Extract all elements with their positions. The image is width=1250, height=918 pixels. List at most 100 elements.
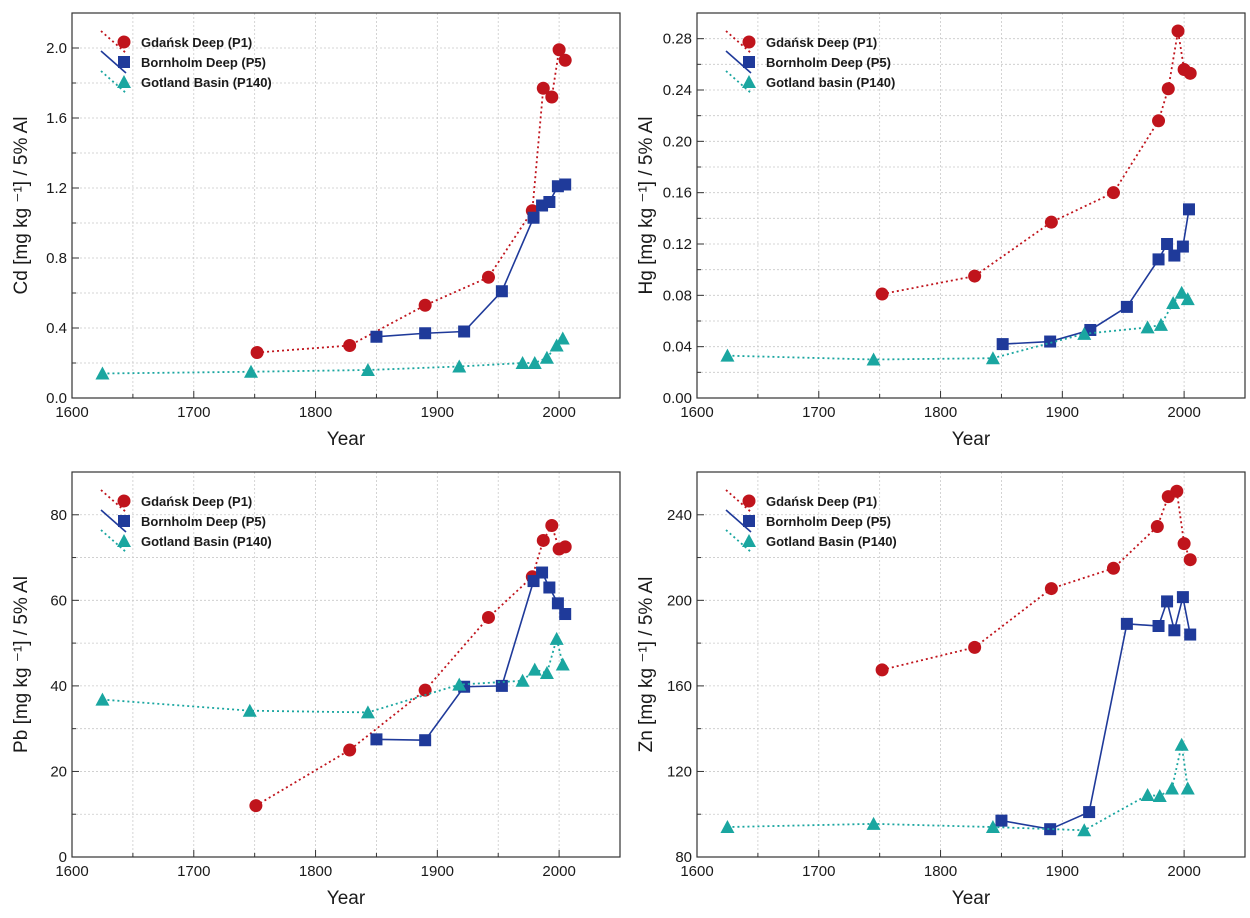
data-point-bornholm xyxy=(1120,300,1133,313)
chart-hg: 1600 1700 1800 1900 2000 Year 0.00 0.04 0.08 0.12… xyxy=(636,12,1246,450)
legend-marker-gdansk xyxy=(117,494,131,508)
y-tick-label: 240 xyxy=(667,507,692,524)
legend-label-gdansk: Gdańsk Deep (P1) xyxy=(141,494,252,509)
y-tick-label: 120 xyxy=(667,763,692,780)
legend-marker-gdansk xyxy=(742,494,756,508)
data-point-bornholm xyxy=(543,196,556,208)
plot-frame xyxy=(71,12,621,399)
data-point-gdansk xyxy=(1170,484,1184,498)
y-tick-label: 0.4 xyxy=(46,320,67,337)
legend-marker-bornholm xyxy=(743,515,755,527)
chart-cd: 1600 1700 1800 1900 2000 Year 0.0 0.4 0.8 1.2 1.6 2… xyxy=(11,12,621,450)
x-tick-label: 1700 xyxy=(177,863,210,880)
data-point-gdansk xyxy=(536,533,550,547)
data-point-gotland xyxy=(720,820,735,834)
data-point-gdansk xyxy=(1171,24,1185,38)
legend-label-gdansk: Gdańsk Deep (P1) xyxy=(141,35,252,50)
data-point-bornholm xyxy=(370,733,383,746)
y-tick-label: 60 xyxy=(50,592,67,609)
x-tick-label: 1800 xyxy=(924,863,957,880)
legend-marker-gotland xyxy=(117,75,131,88)
data-point-gotland xyxy=(527,356,542,369)
data-point-gotland xyxy=(360,705,375,719)
data-point-gotland xyxy=(720,348,735,362)
data-point-bornholm xyxy=(559,608,572,621)
y-axis-label: Hg [mg kg ⁻¹] / 5% Al xyxy=(636,117,657,295)
data-point-gdansk xyxy=(875,287,889,301)
data-point-gdansk xyxy=(249,799,263,813)
series-gotland xyxy=(95,631,570,719)
series-line-gotland xyxy=(102,635,564,714)
data-point-gotland xyxy=(549,631,564,645)
data-point-gdansk xyxy=(545,90,559,104)
legend-line-gdansk xyxy=(725,489,752,513)
x-tick-label: 1900 xyxy=(421,404,454,421)
data-point-gotland xyxy=(242,703,257,717)
legend-label-bornholm: Bornholm Deep (P5) xyxy=(766,514,891,529)
plot-frame xyxy=(71,471,621,858)
data-point-gotland xyxy=(1164,781,1179,795)
y-tick-label: 0.12 xyxy=(663,236,692,253)
legend-marker-gotland xyxy=(742,534,756,547)
y-tick-label: 20 xyxy=(50,763,67,780)
data-point-bornholm xyxy=(419,734,432,747)
data-point-bornholm xyxy=(995,814,1008,827)
series-gdansk xyxy=(249,518,572,813)
legend-label-bornholm: Bornholm Deep (P5) xyxy=(141,514,266,529)
legend: Gdańsk Deep (P1) Bornholm Deep (P5) Gotlan… xyxy=(725,30,895,94)
data-point-bornholm xyxy=(1152,620,1165,632)
data-point-gotland xyxy=(1174,285,1189,299)
series-line-gdansk xyxy=(255,523,566,807)
data-point-gotland xyxy=(452,359,467,373)
x-tick-label: 1900 xyxy=(421,863,454,880)
series-gotland xyxy=(720,737,1195,837)
legend-label-gotland: Gotland basin (P140) xyxy=(766,75,895,90)
data-point-gdansk xyxy=(1177,537,1191,551)
x-tick-label: 1800 xyxy=(299,863,332,880)
series-gdansk xyxy=(875,24,1197,301)
data-point-gotland xyxy=(1180,292,1195,306)
data-point-gdansk xyxy=(1161,82,1175,96)
legend-line-gotland xyxy=(100,70,127,94)
data-point-gdansk xyxy=(1106,186,1120,200)
chart-pb: 1600 1700 1800 1900 2000 Year 0 20 40 60 80 Pb [mg … xyxy=(11,471,621,909)
legend-label-bornholm: Bornholm Deep (P5) xyxy=(141,55,266,70)
data-point-gdansk xyxy=(481,270,495,284)
data-point-gotland xyxy=(539,666,554,680)
series-bornholm xyxy=(370,566,572,747)
y-axis-label: Zn [mg kg ⁻¹] / 5% Al xyxy=(636,577,657,753)
data-point-bornholm xyxy=(543,581,556,594)
grid xyxy=(72,12,621,398)
legend-line-gdansk xyxy=(725,30,752,54)
data-point-bornholm xyxy=(1083,806,1096,819)
legend-label-gotland: Gotland Basin (P140) xyxy=(766,534,897,549)
y-axis-label: Cd [mg kg ⁻¹] / 5% Al xyxy=(11,117,32,295)
series-line-gotland xyxy=(727,744,1189,832)
data-point-bornholm xyxy=(559,178,572,191)
legend-label-gotland: Gotland Basin (P140) xyxy=(141,75,272,90)
x-axis-label: Year xyxy=(327,429,366,450)
x-tick-label: 1900 xyxy=(1046,404,1079,421)
data-point-gotland xyxy=(515,356,530,369)
x-tick-label: 1600 xyxy=(55,863,88,880)
series-line-gdansk xyxy=(257,47,566,354)
data-point-gotland xyxy=(985,351,1000,365)
data-point-gdansk xyxy=(968,269,982,283)
data-point-bornholm xyxy=(458,325,471,338)
series-line-bornholm xyxy=(376,571,566,742)
data-point-gdansk xyxy=(481,610,495,624)
data-point-gotland xyxy=(539,350,554,364)
legend-marker-bornholm xyxy=(118,515,130,527)
plot-frame xyxy=(696,471,1246,858)
data-point-bornholm xyxy=(527,211,540,224)
data-point-gdansk xyxy=(1152,114,1166,128)
data-point-gotland xyxy=(555,657,570,671)
x-tick-label: 1600 xyxy=(680,863,713,880)
data-point-gdansk xyxy=(1150,520,1164,534)
x-axis: 1600 1700 1800 1900 2000 xyxy=(55,391,576,421)
data-point-gotland xyxy=(1140,787,1155,801)
series-line-gotland xyxy=(102,337,564,375)
y-tick-label: 1.6 xyxy=(46,110,67,127)
series-gdansk xyxy=(250,43,572,359)
data-point-gdansk xyxy=(968,640,982,654)
